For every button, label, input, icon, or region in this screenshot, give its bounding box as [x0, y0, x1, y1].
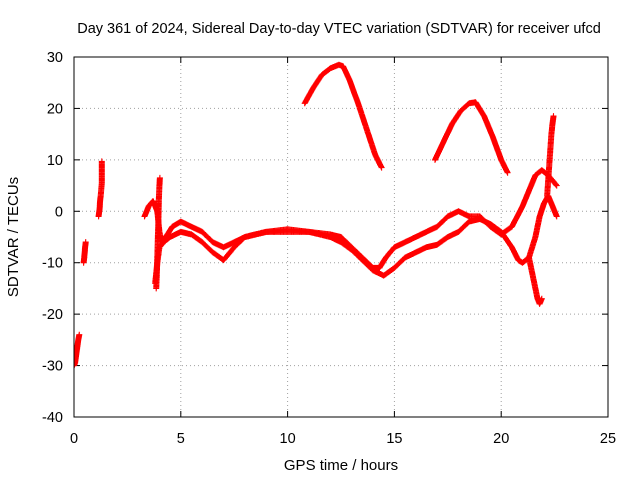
y-tick-label: 30 [47, 50, 63, 66]
series-cluster-0.5h [80, 239, 89, 266]
x-tick-label: 5 [177, 431, 185, 447]
plot-points [74, 61, 560, 369]
series-markers [301, 61, 385, 171]
y-tick-label: 0 [55, 204, 63, 220]
x-axis-label: GPS time / hours [284, 457, 398, 474]
series-markers [95, 158, 105, 220]
y-axis-label: SDTVAR / TECUs [5, 177, 22, 297]
series-markers [74, 331, 83, 369]
series-cluster-1.2h [95, 158, 105, 220]
series-markers [153, 174, 163, 292]
x-tick-label: 25 [600, 431, 616, 447]
x-tick-label: 15 [386, 431, 402, 447]
series-markers [80, 239, 89, 266]
series-dip-21.6h [526, 254, 545, 307]
chart-title: Day 361 of 2024, Sidereal Day-to-day VTE… [77, 21, 601, 37]
series-markers [544, 113, 557, 199]
series-arc-early-afternoon [301, 61, 385, 171]
x-tick-label: 20 [493, 431, 509, 447]
x-tick-label: 10 [280, 431, 296, 447]
tick-labels: 0 5 10 15 20 25 -40 -30 -20 -10 0 10 20 30 [42, 50, 616, 447]
series-early-rise [74, 331, 83, 369]
series-spike-3.9h [153, 174, 163, 292]
y-tick-label: -40 [42, 410, 63, 426]
series-spike-22.3h [544, 113, 557, 199]
y-tick-label: -30 [42, 359, 63, 375]
y-tick-label: 10 [47, 153, 63, 169]
y-tick-label: -10 [42, 256, 63, 272]
y-tick-label: 20 [47, 101, 63, 117]
axis-ticks [73, 56, 609, 418]
series-arc-evening [432, 99, 511, 176]
series-markers [526, 254, 545, 307]
series-markers [432, 99, 511, 176]
x-tick-label: 0 [70, 431, 78, 447]
y-tick-label: -20 [42, 307, 63, 323]
plot-frame [73, 56, 609, 418]
